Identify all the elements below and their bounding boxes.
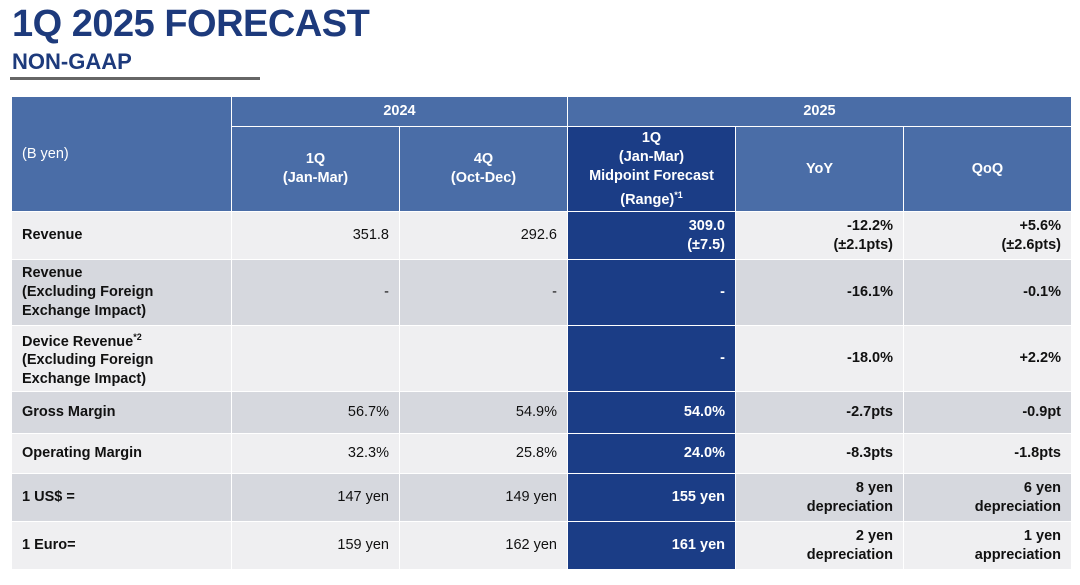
cell-forecast: 24.0%: [567, 433, 736, 474]
cell-forecast: 54.0%: [567, 391, 736, 434]
cell-yoy: -16.1%: [735, 259, 904, 326]
cell-qoq: -0.1%: [903, 259, 1072, 326]
cell-qoq: +5.6% (±2.6pts): [903, 211, 1072, 260]
row-label: Operating Margin: [11, 433, 232, 474]
cell-1q-2024: 159 yen: [231, 521, 400, 570]
cell-yoy: -2.7pts: [735, 391, 904, 434]
col-header-yoy: YoY: [735, 126, 904, 212]
cell-qoq: 1 yen appreciation: [903, 521, 1072, 570]
cell-qoq: -1.8pts: [903, 433, 1072, 474]
cell-forecast: 161 yen: [567, 521, 736, 570]
cell-4q-2024: 149 yen: [399, 473, 568, 522]
table-row: Revenue 351.8 292.6 309.0 (±7.5) -12.2% (±…: [11, 211, 1072, 260]
col-header-qoq: QoQ: [903, 126, 1072, 212]
col-header-1q-2024: 1Q (Jan-Mar): [231, 126, 400, 212]
table-row: Revenue (Excluding Foreign Exchange Impact…: [11, 259, 1072, 326]
table-row: Device Revenue*2 (Excluding Foreign Exchan…: [11, 325, 1072, 392]
cell-qoq: +2.2%: [903, 325, 1072, 392]
cell-4q-2024: 292.6: [399, 211, 568, 260]
table-row: Operating Margin 32.3% 25.8% 24.0% -8.3p…: [11, 433, 1072, 474]
col-header-forecast: 1Q (Jan-Mar) Midpoint Forecast (Range)*1: [567, 126, 736, 212]
cell-qoq: -0.9pt: [903, 391, 1072, 434]
cell-yoy: -8.3pts: [735, 433, 904, 474]
cell-4q-2024: -: [399, 259, 568, 326]
cell-forecast: 155 yen: [567, 473, 736, 522]
cell-1q-2024: 147 yen: [231, 473, 400, 522]
table-row: 1 Euro= 159 yen 162 yen 161 yen 2 yen dep…: [11, 521, 1072, 570]
cell-yoy: -18.0%: [735, 325, 904, 392]
cell-forecast: -: [567, 325, 736, 392]
footnote-marker: *1: [674, 189, 683, 200]
title-underline: [10, 77, 260, 80]
cell-4q-2024: 162 yen: [399, 521, 568, 570]
row-label: 1 Euro=: [11, 521, 232, 570]
table-row: Gross Margin 56.7% 54.9% 54.0% -2.7pts -…: [11, 391, 1072, 434]
cell-4q-2024: [399, 325, 568, 392]
row-label: Revenue: [11, 211, 232, 260]
group-header-2025: 2025: [567, 96, 1072, 127]
cell-yoy: -12.2% (±2.1pts): [735, 211, 904, 260]
cell-1q-2024: [231, 325, 400, 392]
forecast-table: (B yen) 2024 2025 1Q (Jan-Mar) 4Q (Oct-Dec…: [11, 96, 1072, 570]
cell-yoy: 2 yen depreciation: [735, 521, 904, 570]
row-label: Device Revenue*2 (Excluding Foreign Exchan…: [11, 325, 232, 392]
table-row: 1 US$ = 147 yen 149 yen 155 yen 8 yen dep…: [11, 473, 1072, 522]
cell-4q-2024: 54.9%: [399, 391, 568, 434]
col-header-4q-2024: 4Q (Oct-Dec): [399, 126, 568, 212]
cell-1q-2024: 32.3%: [231, 433, 400, 474]
footnote-marker: *2: [133, 331, 142, 342]
cell-1q-2024: 351.8: [231, 211, 400, 260]
cell-1q-2024: 56.7%: [231, 391, 400, 434]
page-title: 1Q 2025 FORECAST: [12, 3, 370, 45]
page-subtitle: NON-GAAP: [12, 49, 132, 74]
cell-4q-2024: 25.8%: [399, 433, 568, 474]
unit-label: (B yen): [11, 96, 232, 212]
cell-forecast: 309.0 (±7.5): [567, 211, 736, 260]
cell-qoq: 6 yen depreciation: [903, 473, 1072, 522]
cell-yoy: 8 yen depreciation: [735, 473, 904, 522]
row-label: Revenue (Excluding Foreign Exchange Impact…: [11, 259, 232, 326]
group-header-2024: 2024: [231, 96, 568, 127]
row-label: Gross Margin: [11, 391, 232, 434]
row-label: 1 US$ =: [11, 473, 232, 522]
cell-1q-2024: -: [231, 259, 400, 326]
cell-forecast: -: [567, 259, 736, 326]
